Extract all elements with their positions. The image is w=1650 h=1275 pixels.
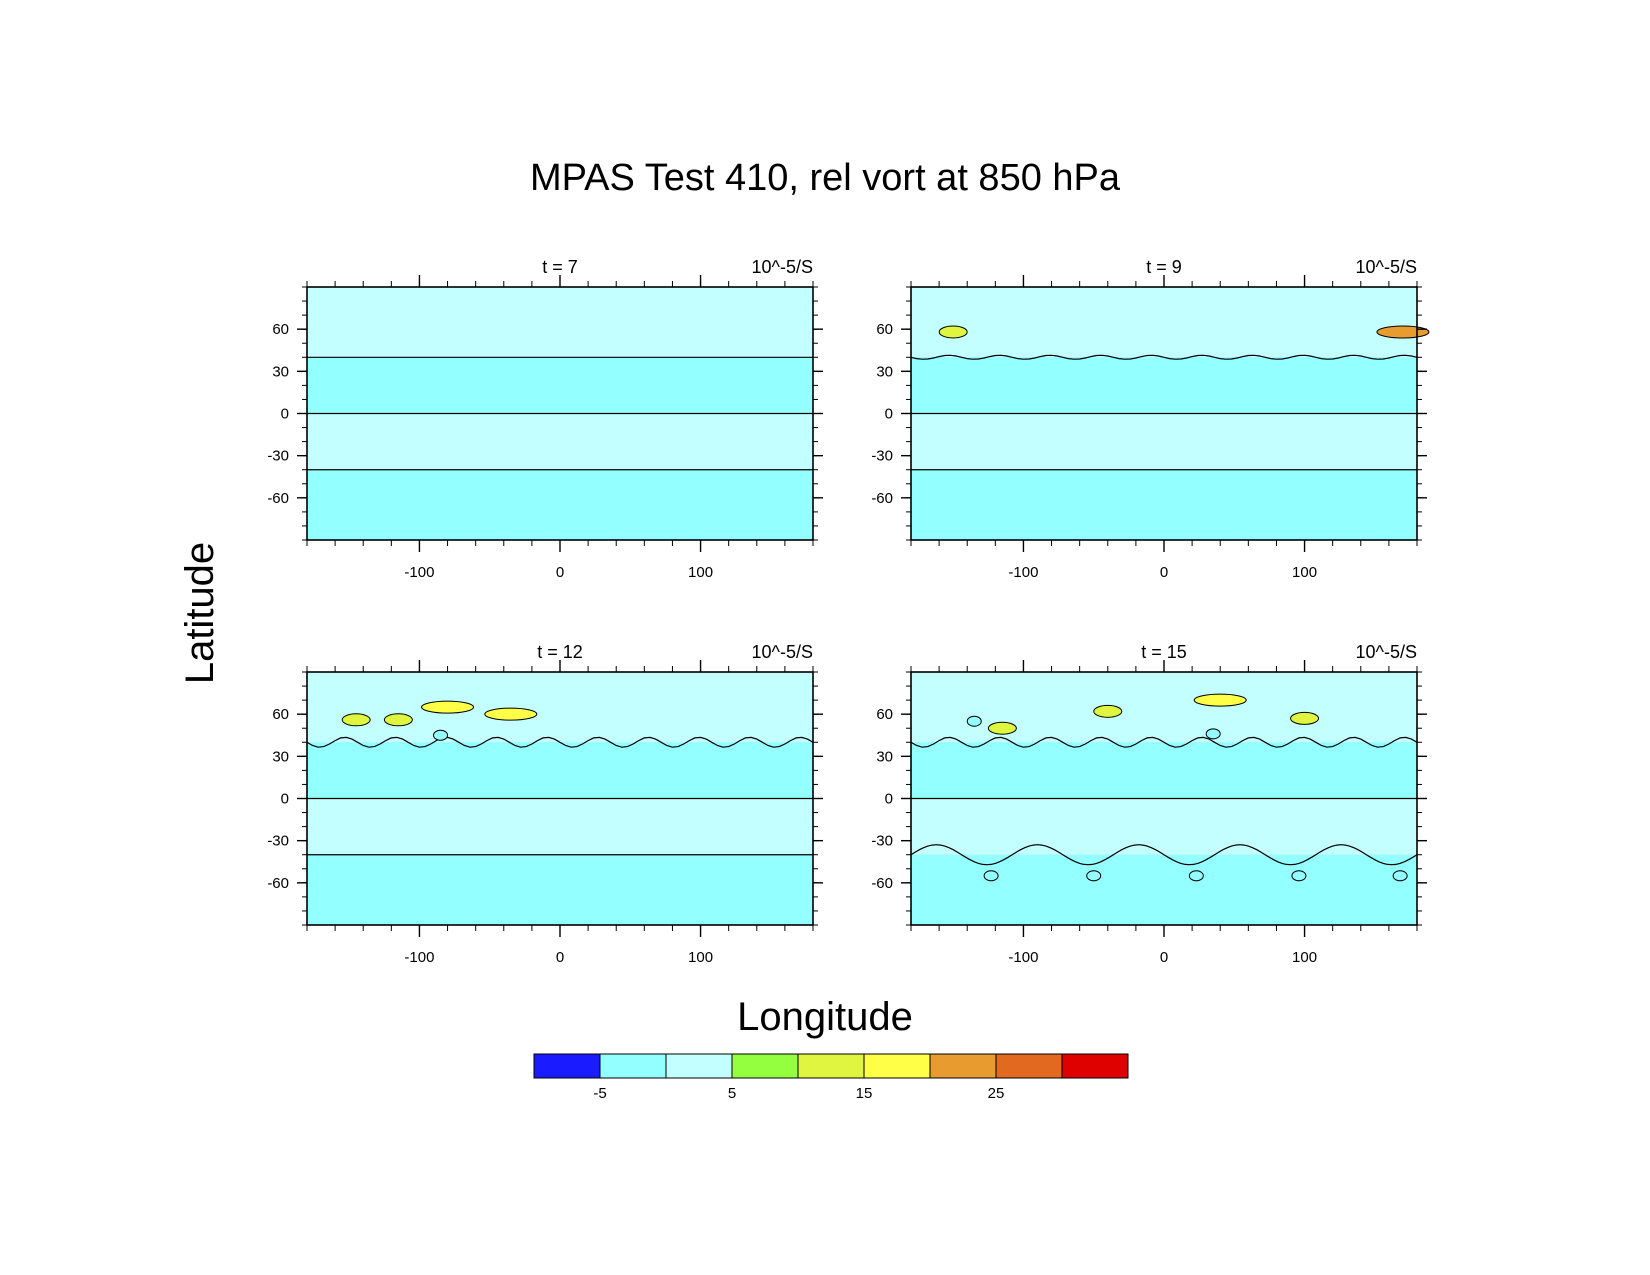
panel-time-label: t = 7 — [542, 257, 578, 277]
panel-time-label: t = 12 — [537, 642, 583, 662]
x-tick-label: 100 — [1292, 564, 1317, 581]
panel-units-label: 10^-5/S — [1356, 257, 1417, 277]
y-tick-label: 60 — [272, 321, 289, 338]
panel-4: 60 30 0 -30 -60 -100 0 100 t = 15 10^-5/S — [871, 642, 1427, 966]
panels-group: 60 30 0 -30 -60 -100 0 100 t = 7 10^-5/S 60 30 0 -30 -… — [267, 257, 1430, 966]
panel-units-label: 10^-5/S — [752, 642, 813, 662]
x-tick-label: 0 — [1160, 564, 1168, 581]
sh-band — [307, 413, 813, 470]
sh-band — [307, 798, 813, 855]
x-tick-label: 0 — [556, 949, 564, 966]
vortex-feature — [484, 707, 538, 721]
colorbar-band — [929, 1053, 997, 1079]
nh-band — [307, 287, 813, 358]
colorbar-band — [863, 1053, 931, 1079]
y-tick-label: -30 — [871, 448, 893, 465]
nh-band — [307, 672, 813, 743]
x-tick-label: 100 — [1292, 949, 1317, 966]
vortex-feature — [938, 325, 968, 339]
vortex-feature — [421, 700, 475, 714]
vortex-feature — [341, 713, 371, 727]
y-tick-label: -60 — [871, 490, 893, 507]
colorbar-band — [599, 1053, 667, 1079]
colorbar-band — [1061, 1053, 1129, 1079]
colorbar-band — [665, 1053, 733, 1079]
vortex-feature — [987, 721, 1017, 735]
x-tick-label: 100 — [688, 564, 713, 581]
y-tick-label: 30 — [272, 748, 289, 765]
y-tick-label: -30 — [267, 833, 289, 850]
vortex-feature — [1290, 711, 1320, 725]
y-tick-label: 30 — [876, 748, 893, 765]
y-tick-label: 0 — [885, 791, 893, 808]
panel-units-label: 10^-5/S — [752, 257, 813, 277]
panel-time-label: t = 15 — [1141, 642, 1187, 662]
contour-line — [910, 354, 1418, 360]
y-tick-label: -60 — [871, 875, 893, 892]
x-tick-label: 100 — [688, 949, 713, 966]
y-tick-label: 60 — [876, 321, 893, 338]
y-tick-label: 0 — [885, 406, 893, 423]
colorbar-tick-label: 25 — [988, 1085, 1005, 1102]
x-tick-label: 0 — [556, 564, 564, 581]
x-tick-label: -100 — [1008, 949, 1038, 966]
y-tick-label: 30 — [876, 363, 893, 380]
x-tick-label: -100 — [404, 564, 434, 581]
contour-line — [910, 736, 1418, 748]
x-axis-title: Longitude — [737, 995, 913, 1039]
y-tick-label: 60 — [876, 706, 893, 723]
vortex-feature — [1392, 870, 1408, 882]
y-tick-label: -30 — [267, 448, 289, 465]
colorbar-tick-label: -5 — [593, 1085, 606, 1102]
nh-band — [911, 672, 1417, 743]
vortex-feature — [983, 870, 999, 882]
y-axis-title: Latitude — [178, 542, 222, 684]
vortex-feature — [433, 729, 449, 741]
vortex-feature — [1291, 870, 1307, 882]
y-tick-label: 0 — [281, 406, 289, 423]
panel-units-label: 10^-5/S — [1356, 642, 1417, 662]
sh-band — [911, 413, 1417, 470]
colorbar-tick-label: 5 — [728, 1085, 736, 1102]
vortex-feature — [1086, 870, 1102, 882]
y-tick-label: 60 — [272, 706, 289, 723]
nh-band — [911, 287, 1417, 358]
vortex-feature — [966, 715, 982, 727]
vortex-feature — [1093, 704, 1123, 718]
panel-1: 60 30 0 -30 -60 -100 0 100 t = 7 10^-5/S — [267, 257, 823, 581]
colorbar-band — [797, 1053, 865, 1079]
y-tick-label: -60 — [267, 875, 289, 892]
colorbar-band — [731, 1053, 799, 1079]
panel-2: 60 30 0 -30 -60 -100 0 100 t = 9 10^-5/S — [871, 257, 1430, 581]
contour-line — [910, 844, 1418, 866]
contour-line — [306, 736, 814, 748]
vortex-feature — [1188, 870, 1204, 882]
panel-time-label: t = 9 — [1146, 257, 1182, 277]
vortex-feature — [1376, 325, 1430, 339]
y-tick-label: 0 — [281, 791, 289, 808]
y-tick-label: -60 — [267, 490, 289, 507]
x-tick-label: 0 — [1160, 949, 1168, 966]
colorbar-tick-label: 15 — [856, 1085, 873, 1102]
vortex-feature — [383, 713, 413, 727]
colorbar-band — [995, 1053, 1063, 1079]
vortex-feature — [1193, 693, 1247, 707]
vortex-feature — [1205, 728, 1221, 740]
y-tick-label: 30 — [272, 363, 289, 380]
colorbar: -5 5 15 25 — [533, 1053, 1129, 1102]
colorbar-band — [533, 1053, 601, 1079]
panel-3: 60 30 0 -30 -60 -100 0 100 t = 12 10^-5/S — [267, 642, 823, 966]
x-tick-label: -100 — [1008, 564, 1038, 581]
sh-band — [911, 798, 1417, 855]
x-tick-label: -100 — [404, 949, 434, 966]
figure-title: MPAS Test 410, rel vort at 850 hPa — [530, 157, 1121, 199]
y-tick-label: -30 — [871, 833, 893, 850]
